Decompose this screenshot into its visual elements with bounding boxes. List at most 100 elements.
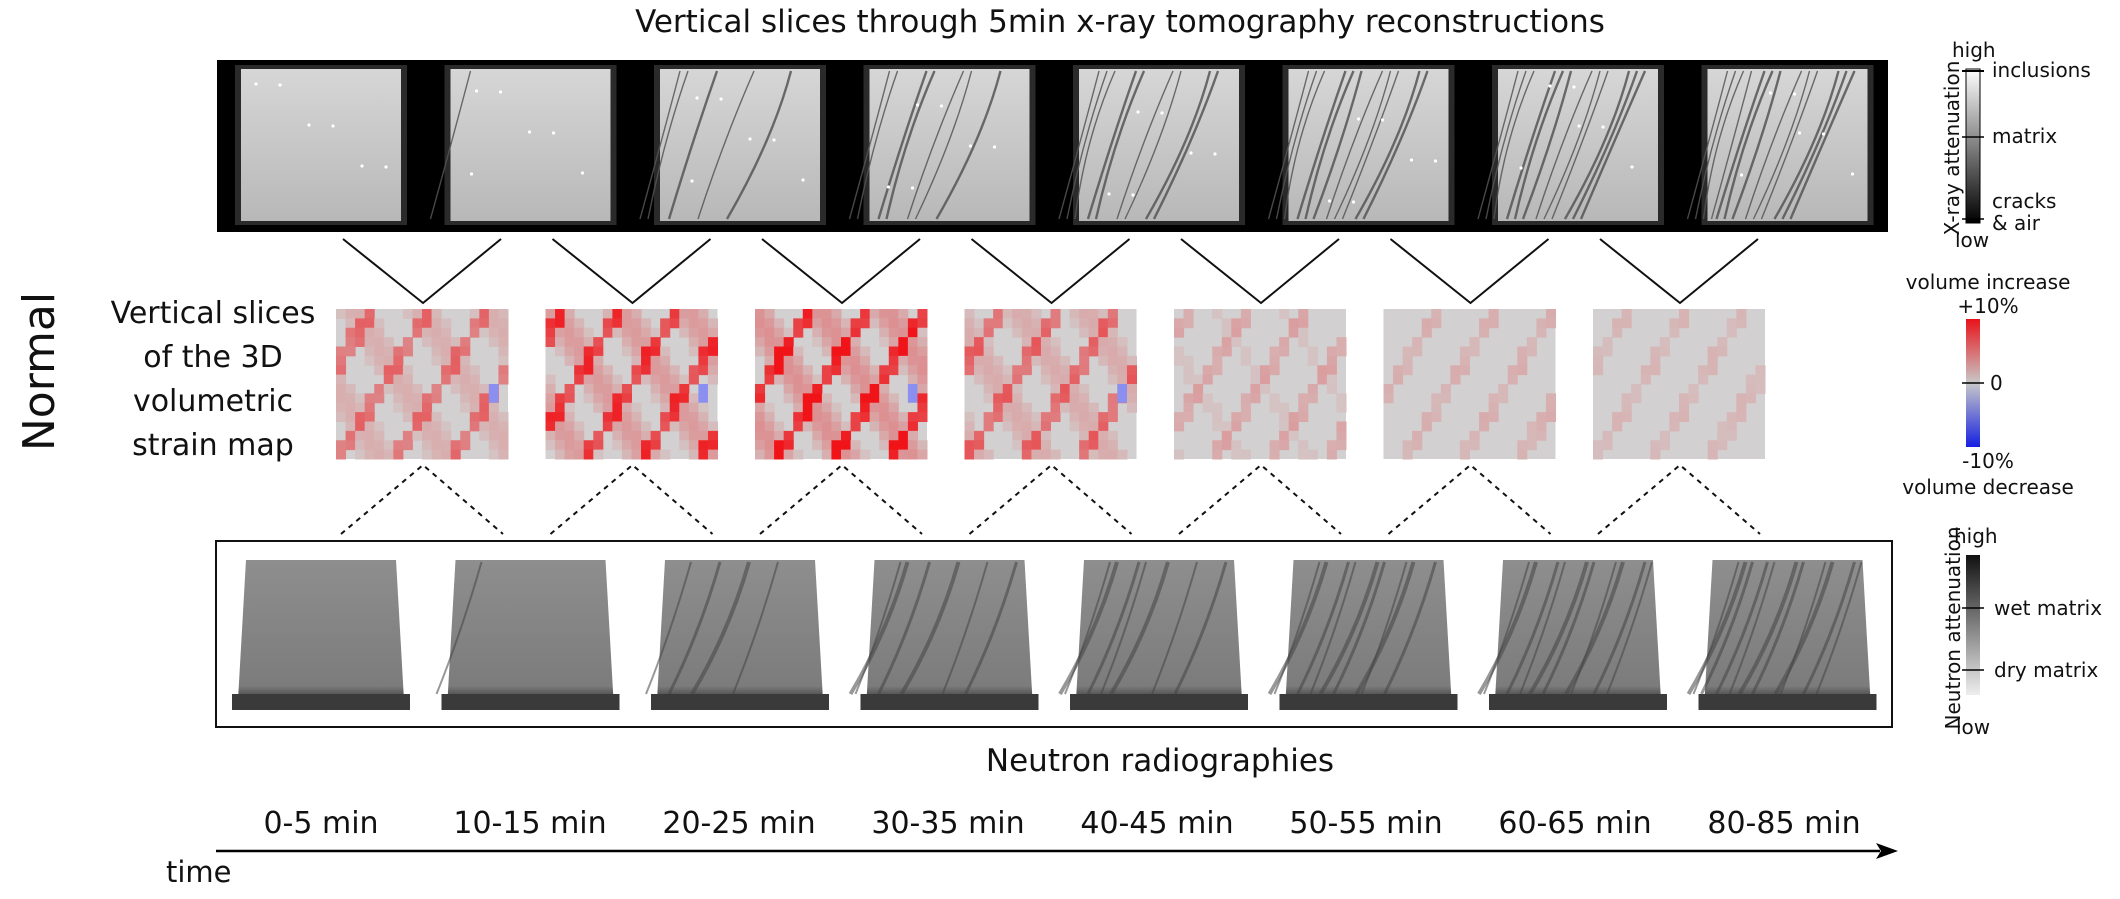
strain-cell — [993, 309, 1004, 319]
strain-cell — [631, 318, 642, 329]
strain-cell — [1202, 402, 1213, 413]
xray-crack — [1152, 70, 1220, 220]
strain-cell — [1174, 318, 1185, 329]
strain-cell — [1326, 449, 1337, 460]
strain-cell — [783, 327, 794, 338]
strain-cell — [917, 402, 928, 413]
strain-cell — [1079, 346, 1090, 357]
strain-cell — [793, 318, 804, 329]
strain-cell — [1021, 402, 1032, 413]
neutron-crack — [1751, 561, 1805, 695]
strain-cell — [641, 365, 652, 376]
strain-cell — [1050, 337, 1061, 347]
strain-cell — [450, 337, 461, 347]
strain-cell — [450, 355, 461, 366]
strain-cell — [850, 374, 861, 385]
strain-cell — [1621, 402, 1632, 413]
strain-cell — [1602, 440, 1613, 451]
strain-cell — [964, 355, 975, 366]
strain-cell — [412, 430, 423, 441]
strain-cell — [907, 365, 918, 376]
strain-cell — [1402, 440, 1413, 451]
strain-cell — [402, 374, 413, 385]
xray-inclusion — [360, 164, 364, 168]
strain-cell — [602, 374, 613, 385]
strain-cell — [774, 430, 785, 441]
strain-cell — [574, 440, 585, 451]
xray-crack — [848, 70, 891, 220]
strain-cell — [422, 421, 433, 432]
xray-crack — [1752, 70, 1811, 220]
strain-cell — [802, 365, 813, 376]
strain-cell — [1088, 337, 1099, 347]
strain-cell — [1631, 384, 1642, 394]
strain-cell — [1736, 318, 1747, 329]
strain-cell — [1107, 365, 1118, 376]
strain-cell — [364, 402, 375, 413]
xray-inclusion — [1548, 84, 1552, 88]
strain-cell — [793, 384, 804, 394]
xray-inclusion — [1519, 166, 1523, 170]
strain-cell — [621, 384, 632, 394]
strain-cell — [793, 355, 804, 366]
strain-cell — [869, 402, 880, 413]
strain-cell — [983, 318, 994, 329]
strain-cell — [1298, 309, 1309, 319]
strain-cell — [631, 374, 642, 385]
xray-crack — [885, 70, 936, 220]
strain-cell — [412, 412, 423, 422]
strain-cell — [441, 421, 452, 432]
strain-cell — [860, 374, 871, 385]
strain-cell — [1040, 365, 1051, 376]
strain-cell — [498, 346, 509, 357]
strain-cell — [1060, 384, 1071, 394]
strain-cell — [621, 449, 632, 460]
neutron-crack — [1477, 561, 1538, 696]
strain-cell — [898, 421, 909, 432]
strain-cell-negative — [488, 384, 499, 403]
strain-cell — [755, 346, 766, 357]
strain-cell — [917, 374, 928, 385]
strain-cell — [879, 327, 890, 338]
strain-cell — [641, 421, 652, 432]
strain-cell — [631, 309, 642, 319]
strain-cell — [1479, 327, 1490, 338]
strain-cell — [469, 393, 480, 404]
strain-cell — [831, 346, 842, 357]
strain-cell — [869, 309, 880, 319]
strain-cell — [783, 430, 794, 441]
strain-cell — [841, 374, 852, 385]
strain-cell — [850, 337, 861, 347]
strain-cell — [1221, 421, 1232, 432]
neutron-crack — [1715, 561, 1769, 695]
strain-cell — [993, 318, 1004, 329]
strain-cell — [612, 412, 623, 422]
strain-cell — [698, 412, 709, 422]
xray-crack — [877, 70, 928, 220]
xray-crack — [1267, 70, 1310, 220]
strain-cell — [1736, 412, 1747, 422]
strain-cell — [1707, 440, 1718, 451]
neutron-crack — [1700, 561, 1754, 695]
strain-cell — [1336, 393, 1347, 404]
xray-crack — [1116, 70, 1174, 220]
strain-cell — [964, 412, 975, 422]
xray-crack — [1296, 70, 1347, 220]
strain-cell — [774, 374, 785, 385]
strain-cell — [1069, 412, 1080, 422]
strain-cell — [1174, 346, 1185, 357]
strain-cell — [974, 365, 985, 376]
strain-cell — [1669, 421, 1680, 432]
xray-inclusion — [939, 104, 944, 108]
xray-slice — [848, 65, 1036, 225]
strain-cell — [841, 449, 852, 460]
strain-cell — [1479, 318, 1490, 329]
xray-crack — [1312, 70, 1363, 220]
strain-cell — [564, 384, 575, 394]
strain-cell — [841, 365, 852, 376]
xray-crack — [1513, 70, 1565, 220]
strain-cell — [545, 384, 556, 394]
strain-cell — [374, 393, 385, 404]
strain-cell — [783, 374, 794, 385]
strain-cell — [831, 309, 842, 319]
